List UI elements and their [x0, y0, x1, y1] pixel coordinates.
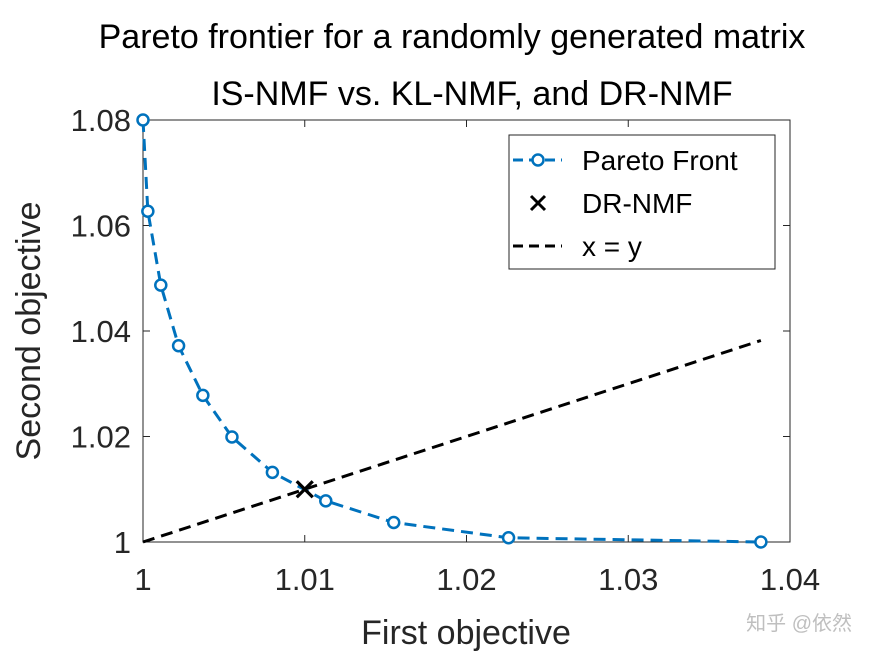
y-tick-label: 1.08: [71, 103, 131, 138]
x-tick-label: 1.02: [436, 562, 496, 597]
pareto-point: [386, 515, 401, 530]
pareto-point: [754, 535, 768, 549]
pareto-point: [319, 494, 333, 508]
x-tick-label: 1.04: [760, 562, 820, 597]
legend: Pareto Front DR-NMF x = y: [508, 134, 776, 270]
pareto-point: [171, 339, 186, 353]
watermark: 知乎 @依然: [746, 612, 852, 635]
legend-item-x-equals-y: x = y: [513, 231, 642, 262]
pareto-point: [196, 388, 210, 403]
y-tick-label: 1.04: [71, 314, 131, 349]
pareto-front-line: [141, 119, 761, 544]
identity-line: [142, 339, 762, 544]
pareto-point: [501, 531, 516, 545]
legend-item-pareto-front: Pareto Front: [513, 145, 738, 176]
y-axis-label: Second objective: [10, 202, 48, 461]
legend-swatch-pareto-marker: [531, 153, 545, 167]
pareto-point: [136, 113, 150, 127]
x-axis-label: First objective: [361, 614, 571, 652]
y-tick-label: 1: [114, 525, 131, 560]
legend-label-dr-nmf: DR-NMF: [582, 188, 692, 219]
series-layer: [136, 113, 768, 549]
chart-title-line-2: IS-NMF vs. KL-NMF, and DR-NMF: [211, 75, 732, 113]
x-axis: 1 1.01 1.02 1.03 1.04: [134, 120, 820, 597]
x-tick-label: 1.03: [598, 562, 658, 597]
y-tick-label: 1.06: [71, 209, 131, 244]
legend-label-pareto-front: Pareto Front: [582, 145, 738, 176]
pareto-point: [225, 430, 239, 444]
pareto-point: [265, 465, 280, 480]
legend-label-x-equals-y: x = y: [582, 231, 642, 262]
y-tick-label: 1.02: [71, 420, 131, 455]
pareto-point: [141, 204, 155, 219]
dr-nmf-point: [295, 480, 314, 499]
legend-item-dr-nmf: DR-NMF: [529, 188, 692, 219]
legend-swatch-cross-icon: [529, 194, 547, 212]
chart-title-line-1: Pareto frontier for a randomly generated…: [99, 18, 806, 56]
x-tick-label: 1: [134, 562, 151, 597]
x-tick-label: 1.01: [275, 562, 335, 597]
y-axis: 1 1.02 1.04 1.06 1.08: [71, 103, 790, 560]
pareto-point: [154, 278, 168, 292]
